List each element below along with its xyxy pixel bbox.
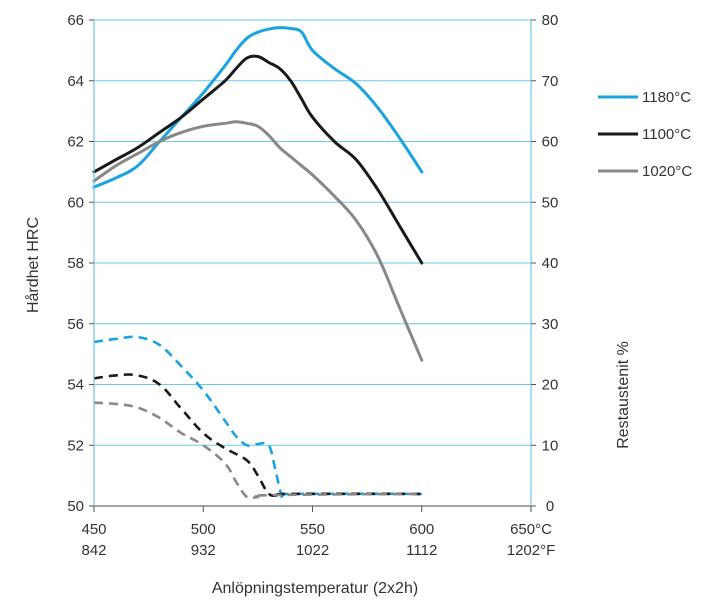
grid-lines <box>94 19 531 446</box>
series-line-hardness <box>92 120 424 362</box>
x-axis-title: Anlöpningstemperatur (2x2h) <box>212 580 418 597</box>
x-tick-label-celsius: 650°C <box>510 521 552 538</box>
legend-label: 1100°C <box>642 126 691 143</box>
y-right-tick-label: 60 <box>542 134 559 151</box>
y-left-tick-label: 58 <box>67 255 84 272</box>
x-tick-label-celsius: 600 <box>409 521 434 538</box>
series-line-austenite <box>93 401 422 500</box>
y-left-tick-label: 52 <box>67 437 84 454</box>
y-left-tick-label: 62 <box>67 134 84 151</box>
x-tick-label-fahrenheit: 1022 <box>296 542 329 559</box>
series-line-austenite <box>93 335 422 499</box>
y-right-tick-label: 50 <box>542 194 559 211</box>
y-right-tick-label: 80 <box>542 12 559 29</box>
y-left-tick-label: 66 <box>67 12 84 29</box>
y-left-tick-label: 64 <box>67 73 84 90</box>
series-lines <box>92 26 424 500</box>
y-right-tick-label: 70 <box>542 73 559 90</box>
y-axis-right-title: Restaustenit % <box>615 341 632 449</box>
y-right-tick-label: 10 <box>542 437 559 454</box>
axes <box>89 19 536 512</box>
y-right-tick-label: 30 <box>542 316 559 333</box>
y-axis-left-title: Hårdhet HRC <box>24 217 42 313</box>
x-tick-label-celsius: 500 <box>191 521 216 538</box>
y-right-tick-label: 20 <box>542 377 559 394</box>
legend-label: 1180°C <box>642 89 691 106</box>
series-line-hardness <box>92 26 424 189</box>
tick-labels: 50 52 54 56 58 60 62 64 66 0 10 20 30 40 50 60 70 80 450 84… <box>67 12 558 559</box>
y-right-tick-label: 0 <box>546 498 554 515</box>
x-tick-label-celsius: 450 <box>81 521 106 538</box>
x-tick-label-fahrenheit: 1202°F <box>507 542 556 559</box>
legend: 1180°C 1100°C 1020°C <box>598 89 692 180</box>
x-tick-label-fahrenheit: 1112 <box>406 542 437 559</box>
series-line-hardness <box>92 54 424 265</box>
y-left-tick-label: 56 <box>67 316 84 333</box>
x-tick-label-fahrenheit: 842 <box>81 542 106 559</box>
y-left-tick-label: 60 <box>67 194 84 211</box>
y-left-tick-label: 54 <box>67 377 84 394</box>
x-tick-label-fahrenheit: 932 <box>191 542 216 559</box>
y-left-tick-label: 50 <box>67 498 84 515</box>
series-line-austenite <box>93 373 422 498</box>
x-tick-label-celsius: 550 <box>300 521 325 538</box>
y-right-tick-label: 40 <box>542 255 559 272</box>
legend-label: 1020°C <box>642 163 692 180</box>
